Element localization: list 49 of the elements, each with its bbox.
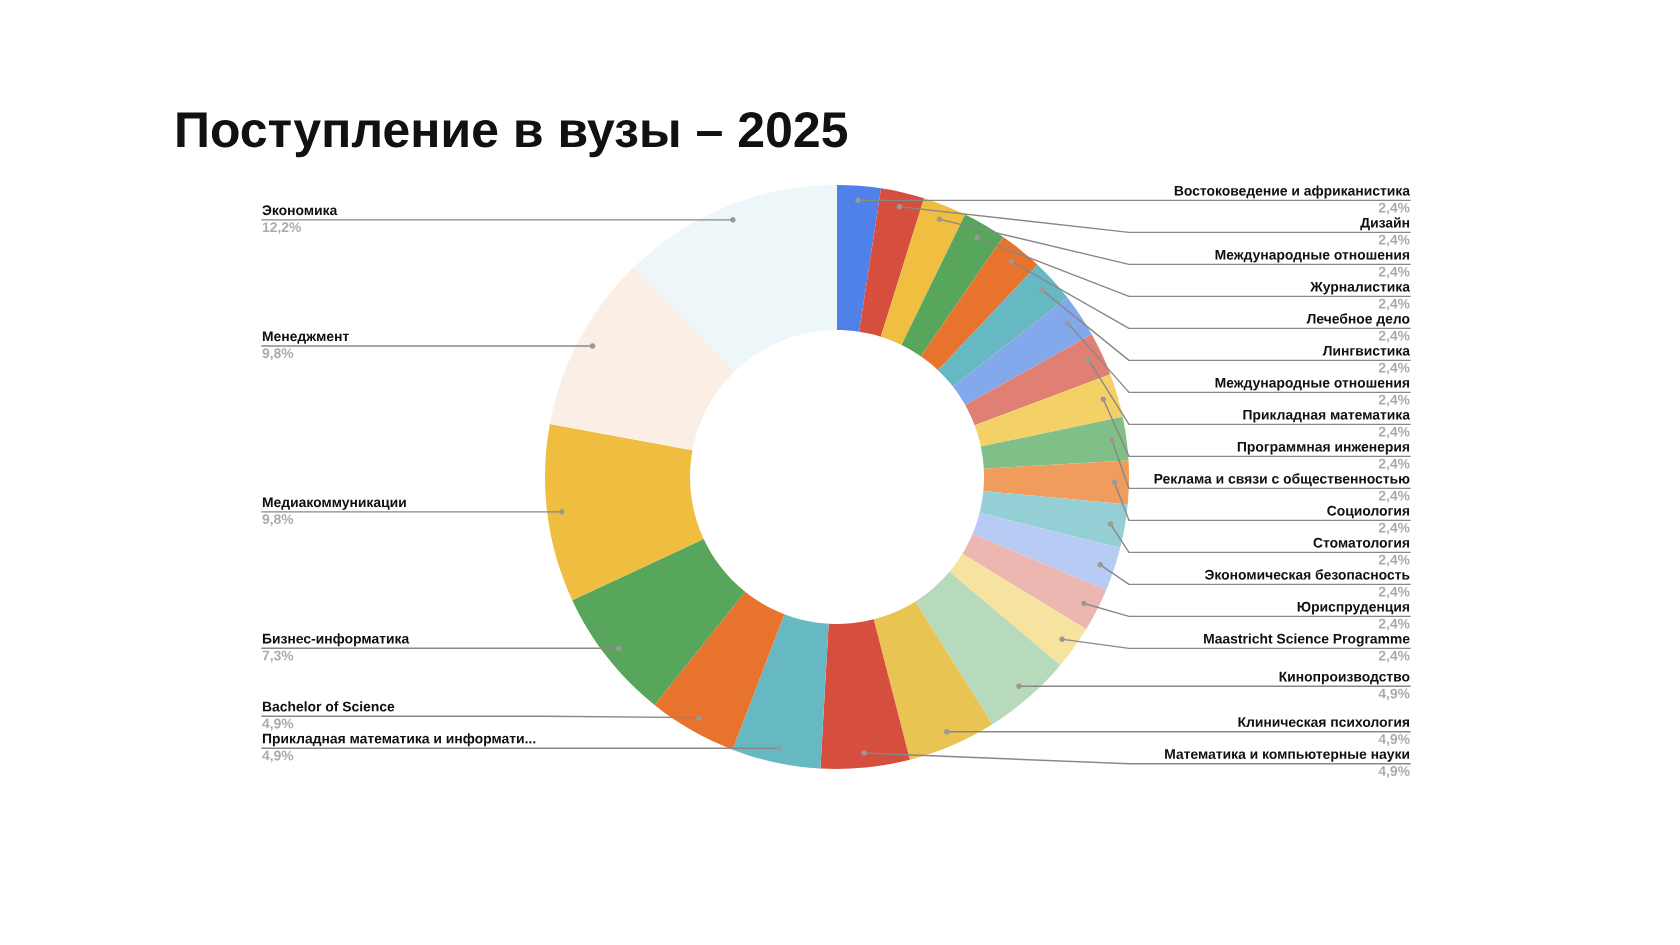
slice-label: Клиническая психология bbox=[1238, 717, 1410, 728]
data-label: 2,4% bbox=[1378, 554, 1410, 567]
slice-label: Прикладная математика bbox=[1243, 409, 1411, 423]
slice-label: Социология bbox=[1327, 505, 1410, 519]
slice-label: Юриспруденция bbox=[1297, 601, 1410, 615]
data-label: 2,4% bbox=[1378, 362, 1410, 375]
slice-label: Экономика bbox=[262, 205, 338, 216]
data-label: 2,4% bbox=[1378, 394, 1410, 407]
data-label: 12,2% bbox=[262, 222, 302, 235]
slice-label: Лингвистика bbox=[1322, 345, 1411, 356]
slice-label: Maastricht Science Programme bbox=[1204, 633, 1410, 647]
data-label: 2,4% bbox=[1378, 650, 1410, 663]
data-label: 7,3% bbox=[262, 650, 294, 663]
slice-label: Bachelor of Science bbox=[262, 701, 395, 712]
slice-label: Международные отношения bbox=[1215, 249, 1410, 263]
data-label: 2,4% bbox=[1378, 298, 1410, 311]
data-label: 2,4% bbox=[1378, 490, 1410, 503]
data-label: 9,8% bbox=[262, 348, 294, 361]
slice-label: Менеджмент bbox=[262, 331, 349, 344]
data-label: 2,4% bbox=[1378, 586, 1410, 599]
data-label: 9,8% bbox=[262, 514, 294, 527]
slice-label: Прикладная математика и информати... bbox=[262, 733, 536, 747]
data-label: 2,4% bbox=[1378, 266, 1410, 279]
slice-label: Медиакоммуникации bbox=[262, 497, 406, 510]
slice-label: Востоковедение и африканистика bbox=[1174, 185, 1411, 199]
slice-label: Экономическая безопасность bbox=[1204, 569, 1410, 580]
data-label: 2,4% bbox=[1378, 202, 1410, 215]
chart-title: Поступление в вузы – 2025 bbox=[177, 112, 848, 158]
slice-label: Лечебное дело bbox=[1306, 313, 1410, 327]
data-label: 2,4% bbox=[1378, 426, 1410, 439]
data-label: 2,4% bbox=[1378, 522, 1410, 535]
data-label: 2,4% bbox=[1378, 330, 1410, 343]
slice-label: Реклама и связи с общественностью bbox=[1154, 473, 1410, 487]
slice-label: Бизнес-информатика bbox=[262, 633, 410, 647]
data-label: 4,9% bbox=[262, 750, 294, 763]
slice-label: Журналистика bbox=[1310, 281, 1411, 295]
data-label: 2,4% bbox=[1378, 458, 1410, 471]
slice-label: Дизайн bbox=[1360, 217, 1410, 231]
data-label: 4,9% bbox=[262, 718, 294, 731]
data-label: 2,4% bbox=[1378, 618, 1410, 631]
slice-label: Кинопроизводство bbox=[1279, 671, 1410, 685]
slice-label: Программная инженерия bbox=[1237, 441, 1410, 455]
slice-label: Стоматология bbox=[1313, 537, 1410, 548]
slice-label: Математика и компьютерные науки bbox=[1165, 749, 1410, 762]
data-label: 4,9% bbox=[1378, 734, 1410, 746]
data-label: 4,9% bbox=[1378, 766, 1410, 778]
slice-label: Международные отношения bbox=[1215, 377, 1410, 391]
data-label: 2,4% bbox=[1378, 234, 1410, 247]
data-label: 4,9% bbox=[1378, 688, 1410, 701]
